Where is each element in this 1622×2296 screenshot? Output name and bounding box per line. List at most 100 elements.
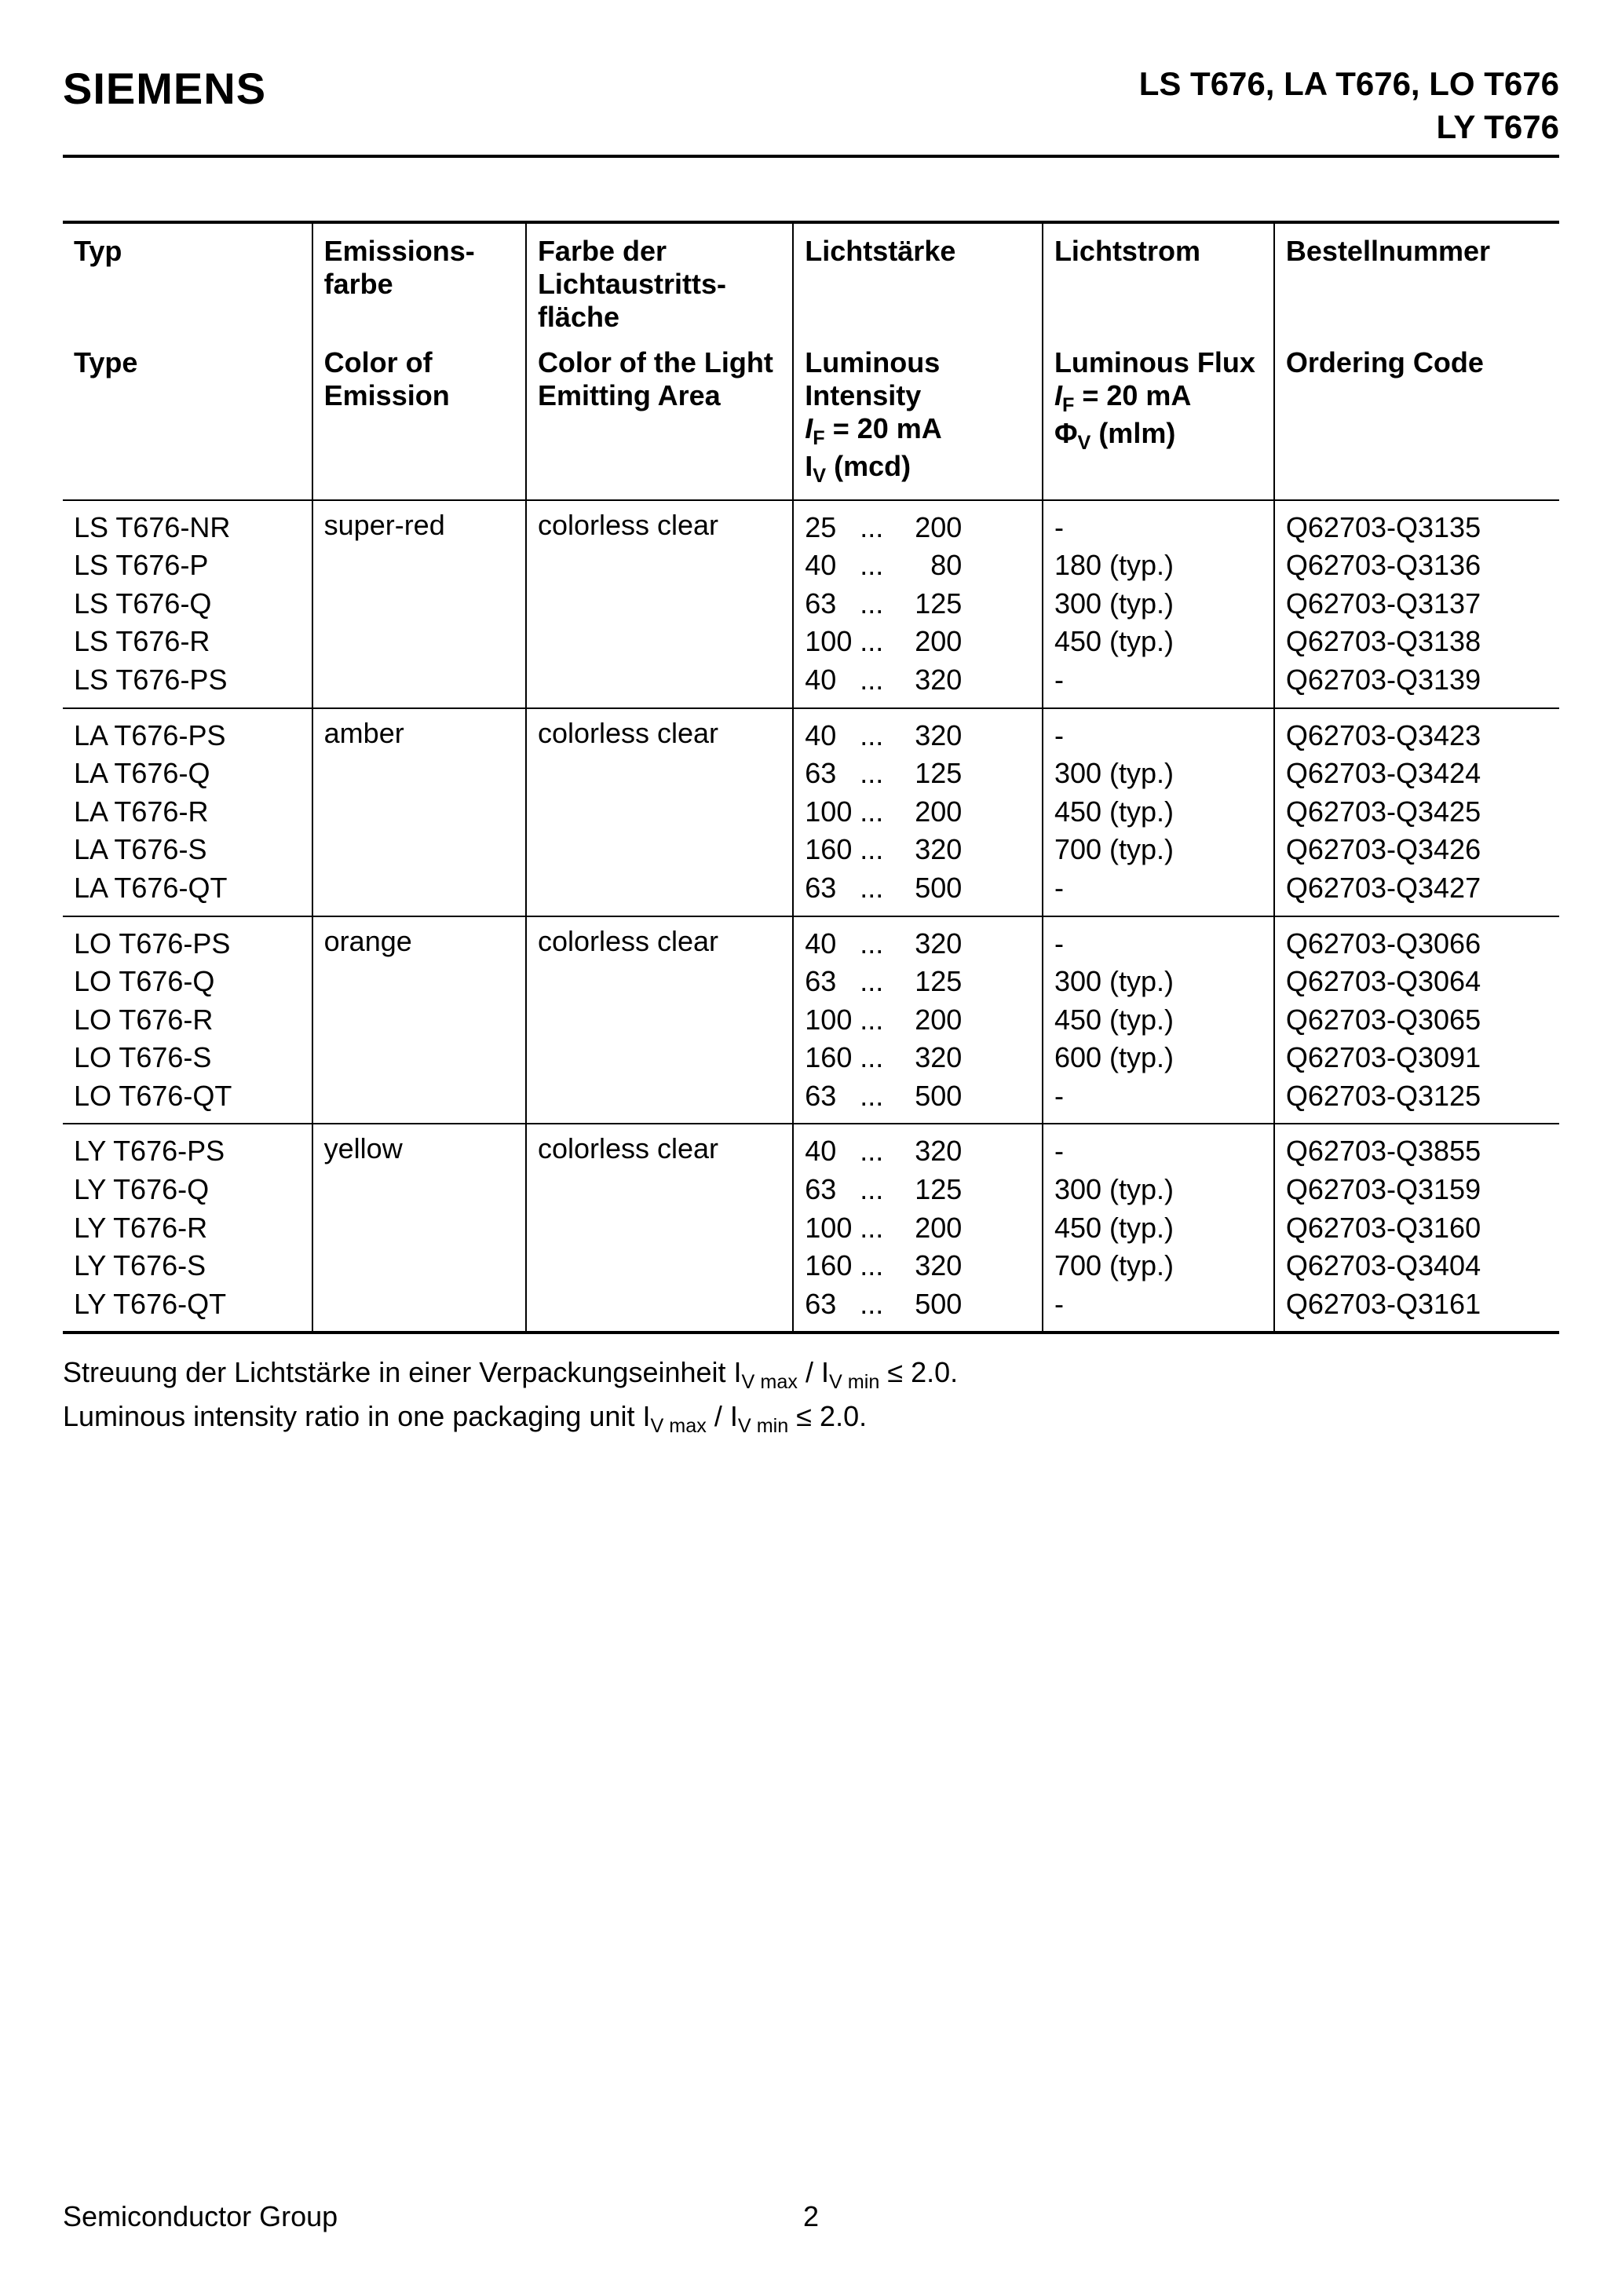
ordering-code: Q62703-Q3136 <box>1286 547 1548 585</box>
intensity-value: 160...320 <box>805 1039 1031 1077</box>
hdr-type-de: Typ <box>63 222 312 340</box>
flux-value: - <box>1054 661 1262 700</box>
flux-value: 300 (typ.) <box>1054 755 1262 793</box>
flux-value: 450 (typ.) <box>1054 1001 1262 1040</box>
hdr-code-en: Ordering Code <box>1274 340 1559 499</box>
type-value: LO T676-PS <box>74 925 301 963</box>
cell-code: Q62703-Q3066Q62703-Q3064Q62703-Q3065Q627… <box>1274 916 1559 1124</box>
flux-value: - <box>1054 1132 1262 1171</box>
ordering-code: Q62703-Q3855 <box>1286 1132 1548 1171</box>
flux-value: - <box>1054 717 1262 755</box>
ordering-code: Q62703-Q3125 <box>1286 1077 1548 1116</box>
intensity-value: 63...500 <box>805 1077 1031 1116</box>
intensity-value: 63...500 <box>805 869 1031 908</box>
siemens-logo: SIEMENS <box>63 63 266 114</box>
document-title: LS T676, LA T676, LO T676 LY T676 <box>1139 63 1559 148</box>
type-value: LO T676-Q <box>74 963 301 1001</box>
ordering-code: Q62703-Q3137 <box>1286 585 1548 623</box>
hdr-intensity-en: Luminous Intensity IF = 20 mA IV (mcd) <box>793 340 1043 499</box>
cell-emission: orange <box>312 916 526 1124</box>
hdr-flux-en: Luminous Flux IF = 20 mA ΦV (mlm) <box>1043 340 1274 499</box>
intensity-value: 40...320 <box>805 1132 1031 1171</box>
intensity-value: 63...125 <box>805 963 1031 1001</box>
hdr-area-de: Farbe der Lichtaustritts-fläche <box>526 222 793 340</box>
intensity-value: 25...200 <box>805 509 1031 547</box>
intensity-value: 63...125 <box>805 585 1031 623</box>
cell-code: Q62703-Q3135Q62703-Q3136Q62703-Q3137Q627… <box>1274 500 1559 708</box>
ordering-code: Q62703-Q3426 <box>1286 831 1548 869</box>
title-line-2: LY T676 <box>1139 106 1559 149</box>
ordering-code: Q62703-Q3091 <box>1286 1039 1548 1077</box>
intensity-value: 160...320 <box>805 831 1031 869</box>
flux-value: 180 (typ.) <box>1054 547 1262 585</box>
ordering-code: Q62703-Q3404 <box>1286 1247 1548 1285</box>
ordering-code: Q62703-Q3065 <box>1286 1001 1548 1040</box>
cell-flux: -300 (typ.)450 (typ.)700 (typ.)- <box>1043 1124 1274 1333</box>
footnote: Streuung der Lichtstärke in einer Verpac… <box>63 1353 1559 1440</box>
title-line-1: LS T676, LA T676, LO T676 <box>1139 63 1559 106</box>
type-value: LO T676-S <box>74 1039 301 1077</box>
cell-flux: -300 (typ.)450 (typ.)700 (typ.)- <box>1043 708 1274 916</box>
ordering-code: Q62703-Q3159 <box>1286 1171 1548 1209</box>
cell-flux: -180 (typ.)300 (typ.)450 (typ.)- <box>1043 500 1274 708</box>
hdr-emission-de: Emissions-farbe <box>312 222 526 340</box>
flux-value: 300 (typ.) <box>1054 963 1262 1001</box>
intensity-value: 100...200 <box>805 793 1031 832</box>
cell-intensity: 40...32063...125100...200160...32063...5… <box>793 1124 1043 1333</box>
flux-value: 450 (typ.) <box>1054 1209 1262 1248</box>
type-value: LY T676-QT <box>74 1285 301 1324</box>
cell-types: LA T676-PSLA T676-QLA T676-RLA T676-SLA … <box>63 708 312 916</box>
cell-code: Q62703-Q3855Q62703-Q3159Q62703-Q3160Q627… <box>1274 1124 1559 1333</box>
footnote-de: Streuung der Lichtstärke in einer Verpac… <box>63 1353 1559 1396</box>
cell-area: colorless clear <box>526 1124 793 1333</box>
ordering-code: Q62703-Q3135 <box>1286 509 1548 547</box>
ordering-code: Q62703-Q3064 <box>1286 963 1548 1001</box>
table-row: LY T676-PSLY T676-QLY T676-RLY T676-SLY … <box>63 1124 1559 1333</box>
type-value: LA T676-R <box>74 793 301 832</box>
type-value: LY T676-Q <box>74 1171 301 1209</box>
intensity-value: 40...80 <box>805 547 1031 585</box>
flux-value: - <box>1054 509 1262 547</box>
type-value: LO T676-R <box>74 1001 301 1040</box>
flux-value: 700 (typ.) <box>1054 831 1262 869</box>
type-value: LY T676-S <box>74 1247 301 1285</box>
ordering-code: Q62703-Q3424 <box>1286 755 1548 793</box>
cell-intensity: 40...32063...125100...200160...32063...5… <box>793 916 1043 1124</box>
intensity-value: 100...200 <box>805 623 1031 661</box>
footnote-en: Luminous intensity ratio in one packagin… <box>63 1397 1559 1440</box>
cell-types: LO T676-PSLO T676-QLO T676-RLO T676-SLO … <box>63 916 312 1124</box>
flux-value: - <box>1054 1077 1262 1116</box>
flux-value: 450 (typ.) <box>1054 623 1262 661</box>
intensity-value: 40...320 <box>805 661 1031 700</box>
cell-area: colorless clear <box>526 916 793 1124</box>
type-value: LO T676-QT <box>74 1077 301 1116</box>
type-value: LA T676-Q <box>74 755 301 793</box>
ordering-code: Q62703-Q3160 <box>1286 1209 1548 1248</box>
cell-flux: -300 (typ.)450 (typ.)600 (typ.)- <box>1043 916 1274 1124</box>
table-row: LA T676-PSLA T676-QLA T676-RLA T676-SLA … <box>63 708 1559 916</box>
hdr-flux-de: Lichtstrom <box>1043 222 1274 340</box>
cell-area: colorless clear <box>526 708 793 916</box>
type-value: LY T676-PS <box>74 1132 301 1171</box>
specification-table: Typ Emissions-farbe Farbe der Lichtaustr… <box>63 221 1559 1334</box>
table-header-en: Type Color of Emission Color of the Ligh… <box>63 340 1559 499</box>
flux-value: - <box>1054 925 1262 963</box>
cell-emission: amber <box>312 708 526 916</box>
ordering-code: Q62703-Q3066 <box>1286 925 1548 963</box>
hdr-area-en: Color of the Light Emitting Area <box>526 340 793 499</box>
ordering-code: Q62703-Q3423 <box>1286 717 1548 755</box>
intensity-value: 63...125 <box>805 1171 1031 1209</box>
cell-emission: super-red <box>312 500 526 708</box>
page-footer: Semiconductor Group 2 <box>63 2200 1559 2233</box>
flux-value: 600 (typ.) <box>1054 1039 1262 1077</box>
cell-intensity: 40...32063...125100...200160...32063...5… <box>793 708 1043 916</box>
footer-left: Semiconductor Group <box>63 2200 338 2233</box>
hdr-type-en: Type <box>63 340 312 499</box>
ordering-code: Q62703-Q3138 <box>1286 623 1548 661</box>
hdr-intensity-de: Lichtstärke <box>793 222 1043 340</box>
hdr-emission-en: Color of Emission <box>312 340 526 499</box>
cell-types: LS T676-NRLS T676-PLS T676-QLS T676-RLS … <box>63 500 312 708</box>
cell-area: colorless clear <box>526 500 793 708</box>
table-row: LO T676-PSLO T676-QLO T676-RLO T676-SLO … <box>63 916 1559 1124</box>
flux-value: 450 (typ.) <box>1054 793 1262 832</box>
